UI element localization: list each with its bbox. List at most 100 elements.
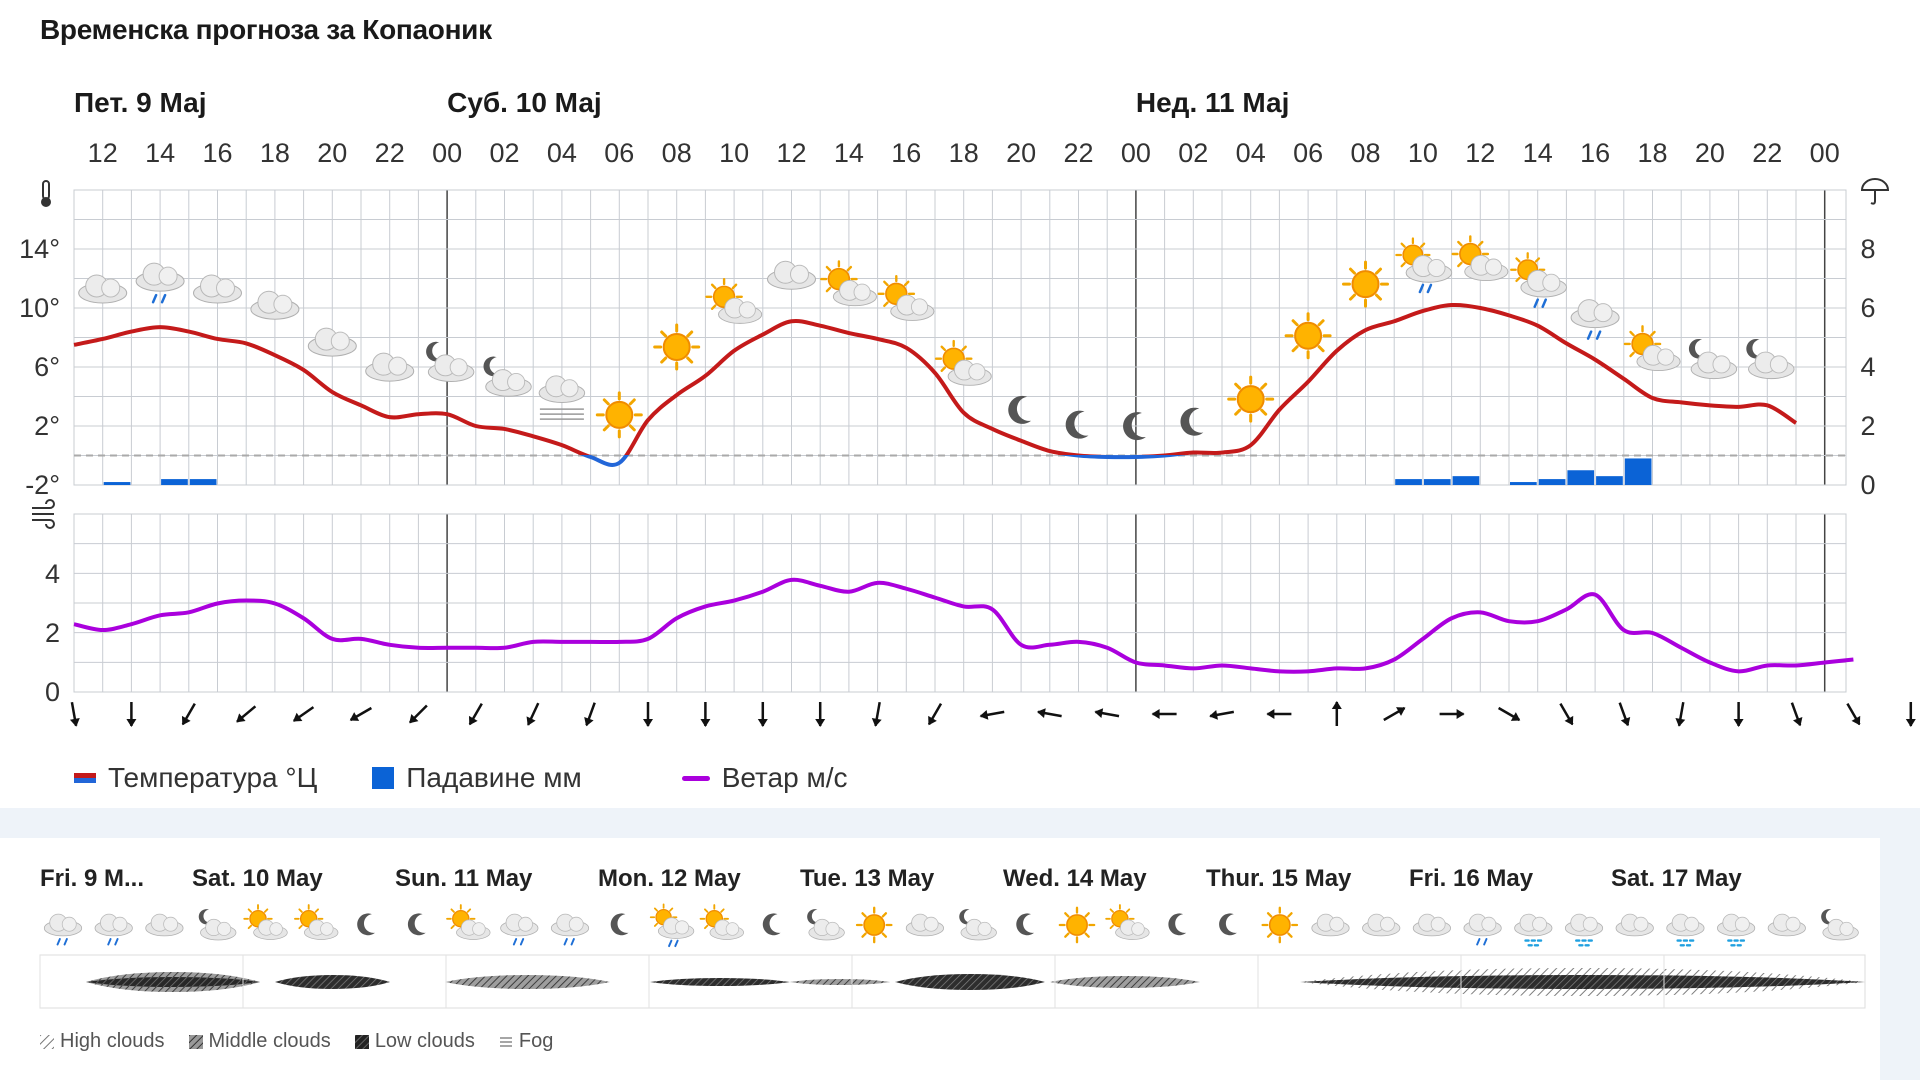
cloud-snow-icon xyxy=(1564,913,1604,947)
wind-speed-line xyxy=(73,577,1854,674)
precipitation-tick-label: 6 xyxy=(1860,293,1875,323)
wind-direction-arrow xyxy=(292,706,315,722)
weekly-day-label: Sat. 17 May xyxy=(1611,865,1742,892)
hour-tick-label: 18 xyxy=(1637,138,1667,168)
sun-icon xyxy=(1342,260,1389,308)
arrow-head xyxy=(1620,716,1631,727)
temperature-tick-label: 14° xyxy=(19,234,60,264)
arrow-head xyxy=(871,718,882,727)
umbrella-handle xyxy=(1870,190,1876,205)
moon-icon xyxy=(610,913,629,936)
wind-stroke xyxy=(32,519,55,529)
cloud-cover-layer xyxy=(445,975,610,989)
wind-direction-arrow xyxy=(1439,709,1465,719)
precipitation-bar xyxy=(1624,458,1652,485)
precipitation-bar xyxy=(1596,476,1623,485)
hour-tick-label: 08 xyxy=(662,138,692,168)
wind-direction-arrow xyxy=(757,702,768,727)
hour-tick-label: 20 xyxy=(1695,138,1725,168)
cloud-icon xyxy=(1362,913,1401,937)
hour-tick-label: 22 xyxy=(1752,138,1782,168)
wind-direction-arrow xyxy=(1497,706,1521,722)
arrow-head xyxy=(236,713,246,723)
sun-cloud-rain-icon xyxy=(1510,252,1567,308)
wind-direction-arrow xyxy=(979,709,1005,720)
cloud-snow-icon xyxy=(1666,913,1705,947)
sun-glyph xyxy=(595,391,643,439)
arrow-head xyxy=(1266,709,1275,719)
day-label: Пет. 9 Мај xyxy=(74,87,207,118)
thermometer-tube xyxy=(42,180,50,200)
hour-tick-label: 04 xyxy=(547,138,577,168)
hour-tick-label: 16 xyxy=(1580,138,1610,168)
wind-direction-arrow xyxy=(181,702,196,726)
precipitation-bar xyxy=(1452,476,1480,485)
sun-glyph xyxy=(1227,375,1275,423)
wind-direction-arrow xyxy=(927,702,943,726)
hour-tick-label: 16 xyxy=(891,138,921,168)
moon-glyph xyxy=(762,913,781,936)
chart-legend: Температура °Ц Падавине мм Ветар м/с xyxy=(74,758,903,798)
rain-drops xyxy=(1533,298,1547,308)
arrow-head xyxy=(979,709,989,720)
cloud-icon xyxy=(1767,913,1806,937)
wind-direction-arrow xyxy=(1331,701,1342,726)
hour-tick-label: 00 xyxy=(1121,138,1151,168)
arrow-head xyxy=(1456,709,1465,719)
precipitation-bar xyxy=(189,479,217,485)
wind-tick-label: 0 xyxy=(45,677,60,707)
side-background xyxy=(1880,838,1920,1080)
wind-direction-arrow xyxy=(584,702,596,727)
legend-precipitation: Падавине мм xyxy=(372,762,582,794)
cloud-legend: High clouds Middle clouds Low clouds Fog xyxy=(40,1030,577,1053)
sun-icon xyxy=(1261,906,1299,944)
arrow-head xyxy=(1510,712,1521,721)
cloud-cover-layer xyxy=(86,977,260,987)
legend-precipitation-swatch xyxy=(372,767,395,789)
wind-tick-label: 2 xyxy=(45,618,60,648)
legend-wind-swatch xyxy=(681,775,710,781)
cloud-icon xyxy=(1311,913,1350,937)
fog-icon xyxy=(538,375,586,420)
sun-icon xyxy=(653,323,701,371)
arrow-head xyxy=(1733,719,1744,727)
cloud-glyph xyxy=(1716,913,1756,937)
wind-direction-arrow xyxy=(1733,702,1744,727)
arrow-head xyxy=(526,716,536,726)
hour-tick-label: 06 xyxy=(604,138,634,168)
hour-tick-label: 06 xyxy=(1293,138,1323,168)
weekly-day-label: Thur. 15 May xyxy=(1206,865,1352,892)
precipitation-bar xyxy=(1538,479,1566,485)
wind-direction-arrow xyxy=(815,702,826,727)
arrow-head xyxy=(1851,715,1861,726)
hour-tick-label: 10 xyxy=(1408,138,1438,168)
hour-tick-label: 20 xyxy=(1006,138,1036,168)
sun-glyph xyxy=(1284,312,1332,360)
arrow-head xyxy=(69,718,80,727)
cloud-legend-low-label: Low clouds xyxy=(374,1030,475,1052)
page-title: Временска прогноза за Копаоник xyxy=(40,14,492,45)
wind-direction-arrow xyxy=(1266,709,1292,719)
cloud-snow-icon xyxy=(1716,913,1756,947)
wind-direction-arrow xyxy=(1675,701,1686,727)
legend-temperature-swatch xyxy=(74,773,96,783)
precipitation-tick-label: 2 xyxy=(1860,411,1875,441)
weekly-day-label: Mon. 12 May xyxy=(598,865,741,892)
day-label: Суб. 10 Мај xyxy=(447,87,602,118)
cloud-glyph xyxy=(1666,913,1705,937)
sun-glyph xyxy=(1058,906,1096,944)
wind-direction-arrow xyxy=(1905,702,1916,727)
moon-icon xyxy=(1219,913,1237,936)
arrow-head xyxy=(700,719,711,727)
arrow-head xyxy=(1396,707,1406,716)
hour-tick-label: 02 xyxy=(1178,138,1208,168)
cloud-rain-icon xyxy=(1570,299,1620,340)
cloud-glyph xyxy=(1311,913,1350,937)
moon-glyph xyxy=(1168,913,1187,936)
rain-drops xyxy=(512,938,525,946)
arrow-head xyxy=(349,712,360,721)
cloud-glyph xyxy=(1463,913,1502,937)
arrow-head xyxy=(815,719,826,727)
weekly-forecast-strip xyxy=(39,903,1866,1009)
moon-icon xyxy=(1016,913,1035,936)
